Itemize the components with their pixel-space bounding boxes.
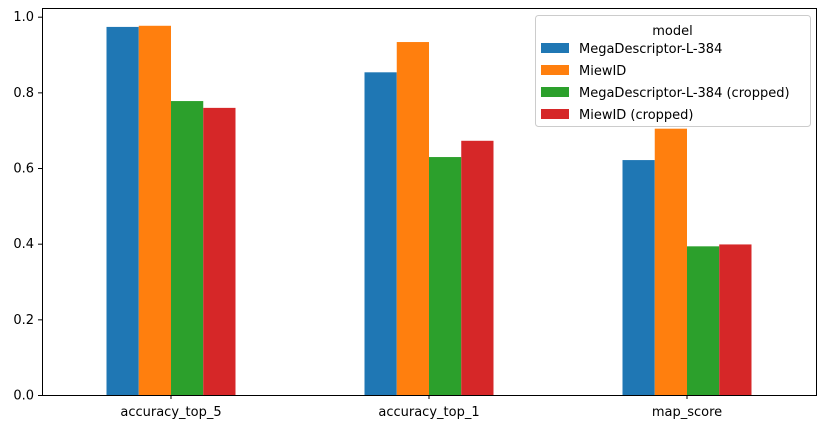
bar-accuracy_top_1-2 xyxy=(429,157,462,395)
y-tick-label: 0.6 xyxy=(13,162,34,177)
x-tick-label: accuracy_top_5 xyxy=(120,405,221,420)
plot-frame xyxy=(42,8,817,396)
legend-label: MiewID xyxy=(579,64,626,79)
legend-swatch xyxy=(541,109,569,119)
bar-map_score-2 xyxy=(687,246,720,395)
legend-box xyxy=(535,15,811,127)
legend-title: model xyxy=(652,24,692,39)
bar-accuracy_top_5-3 xyxy=(203,107,236,395)
bar-map_score-0 xyxy=(622,160,655,395)
x-tick-label: accuracy_top_1 xyxy=(378,405,479,420)
y-tick-label: 0.4 xyxy=(13,237,34,252)
y-tick-label: 0.2 xyxy=(13,313,34,328)
legend-label: MegaDescriptor-L-384 xyxy=(579,42,722,57)
bar-accuracy_top_5-1 xyxy=(138,25,171,395)
bar-map_score-1 xyxy=(654,128,687,395)
legend-label: MiewID (cropped) xyxy=(579,108,694,123)
legend: model MegaDescriptor-L-384 MiewID MegaDescr… xyxy=(535,15,811,127)
bar-map_score-3 xyxy=(719,244,752,395)
bar-accuracy_top_1-1 xyxy=(396,42,429,395)
legend-swatch xyxy=(541,87,569,97)
y-tick-label: 0.8 xyxy=(13,86,34,101)
bars-group xyxy=(106,25,752,396)
y-tick-label: 0.0 xyxy=(13,389,34,404)
legend-swatch xyxy=(541,65,569,75)
bar-accuracy_top_1-3 xyxy=(461,140,494,395)
bar-accuracy_top_5-2 xyxy=(171,101,204,395)
x-tick-label: map_score xyxy=(652,405,722,420)
bar-accuracy_top_1-0 xyxy=(364,72,397,395)
legend-swatch xyxy=(541,43,569,53)
y-tick-label: 1.0 xyxy=(13,10,34,25)
y-axis: 0.0 0.2 0.4 0.6 0.8 1.0 xyxy=(13,10,42,404)
bar-accuracy_top_5-0 xyxy=(106,26,139,396)
legend-label: MegaDescriptor-L-384 (cropped) xyxy=(579,86,790,101)
x-axis: accuracy_top_5 accuracy_top_1 map_score xyxy=(120,395,722,420)
